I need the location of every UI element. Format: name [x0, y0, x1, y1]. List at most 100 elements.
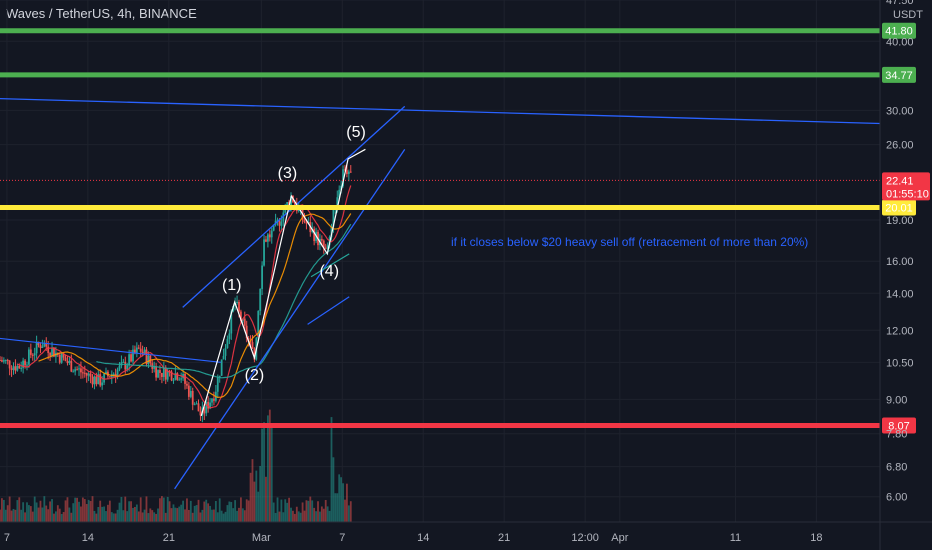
volume-bar	[195, 505, 198, 522]
volume-bar	[265, 476, 267, 522]
volume-bar	[8, 496, 11, 522]
volume-bar	[135, 504, 138, 522]
candle-body	[178, 379, 181, 381]
volume-bar	[286, 502, 289, 522]
candle-body	[24, 360, 26, 366]
volume-bar	[149, 508, 152, 522]
volume-bar	[166, 496, 169, 522]
candle-body	[326, 245, 329, 249]
candle-body	[168, 370, 171, 372]
candle-body	[4, 359, 7, 361]
candle-body	[95, 376, 98, 385]
currency-label: USDT	[893, 9, 923, 21]
volume-bar	[307, 500, 310, 522]
volume-bar	[209, 505, 211, 522]
volume-bar	[35, 502, 38, 522]
volume-bar	[197, 499, 200, 522]
volume-bar	[280, 499, 283, 522]
candle-body	[209, 402, 211, 409]
candle-body	[342, 169, 344, 186]
level-badge	[882, 66, 916, 83]
candle-body	[162, 367, 165, 378]
volume-bar	[193, 505, 196, 522]
volume-bar	[162, 497, 165, 522]
volume-bar	[168, 501, 171, 522]
volume-bar	[164, 512, 167, 522]
candle-body	[35, 341, 38, 354]
candle-body	[259, 288, 262, 311]
volume-bar	[182, 500, 184, 522]
candle-body	[322, 240, 325, 248]
blue-segment	[307, 296, 350, 325]
volume-bar	[292, 510, 294, 522]
volume-bar	[54, 511, 57, 522]
volume-bar	[107, 504, 109, 522]
candle-body	[203, 407, 206, 414]
candle-body	[145, 349, 148, 365]
price-axis[interactable]: 6.00 6.80 7.80 9.00 10.50 12.00 14.00 16.00 19.0…	[879, 0, 923, 550]
candle-body	[93, 376, 96, 385]
volume-bar	[18, 497, 21, 522]
volume-bar	[305, 500, 308, 522]
candle-body	[1, 360, 3, 362]
volume-bar	[299, 512, 302, 522]
candle-body	[197, 403, 200, 412]
volume-bar	[342, 483, 344, 522]
y-tick-label: 12.00	[886, 325, 914, 337]
level-badge	[882, 417, 916, 434]
candle-body	[45, 343, 48, 347]
candle-body	[41, 346, 44, 348]
volume-bar	[29, 506, 32, 522]
candle-body	[33, 353, 36, 356]
volume-bar	[189, 500, 192, 522]
volume-bar	[145, 496, 148, 522]
volume-bar	[293, 513, 296, 522]
volume-bar	[116, 509, 119, 522]
volume-bar	[85, 504, 88, 522]
volume-bar	[266, 415, 269, 522]
countdown-label: 01:55:10	[886, 188, 929, 200]
volume-bar	[170, 508, 173, 522]
volume-bar	[274, 512, 277, 522]
candle-body	[243, 318, 246, 326]
volume-bar	[236, 510, 238, 522]
y-tick-label: 9.00	[886, 394, 907, 406]
volume-bar	[338, 474, 341, 522]
candle-body	[155, 366, 158, 378]
candle-body	[290, 195, 292, 207]
x-tick-label: 21	[498, 532, 510, 544]
volume-bar	[60, 513, 63, 522]
candle-body	[143, 349, 146, 354]
candle-body	[62, 353, 65, 358]
x-tick-label: 7	[4, 532, 10, 544]
volume-bar	[66, 497, 69, 522]
candle-body	[112, 373, 115, 375]
candle-body	[16, 365, 19, 371]
candle-body	[278, 219, 281, 226]
volume-bar	[301, 502, 304, 522]
time-axis[interactable]: 7 14 21 Mar 7 14 21 12:00 Apr 11 18	[0, 521, 932, 544]
candle-body	[72, 371, 75, 373]
candle-body	[174, 373, 177, 380]
x-tick-label: 18	[810, 532, 822, 544]
volume-bar	[70, 512, 73, 522]
volume-bar	[334, 493, 337, 522]
candle-body	[240, 311, 242, 322]
volume-bar	[43, 496, 46, 522]
volume-bar	[245, 499, 248, 522]
volume-bar	[128, 501, 131, 522]
volume-bar	[89, 501, 92, 522]
volume-bar	[45, 505, 48, 522]
y-tick-label: 30.00	[886, 105, 914, 117]
volume-bar	[118, 502, 121, 522]
candle-body	[189, 390, 192, 397]
volume-bar	[349, 501, 352, 522]
candle-body	[137, 347, 140, 349]
y-tick-label: 16.00	[886, 256, 914, 268]
candle-body	[76, 369, 78, 371]
volume-bar	[255, 470, 258, 522]
volume-bar	[224, 511, 227, 522]
candle-body	[266, 234, 269, 242]
candle-body	[26, 364, 28, 366]
